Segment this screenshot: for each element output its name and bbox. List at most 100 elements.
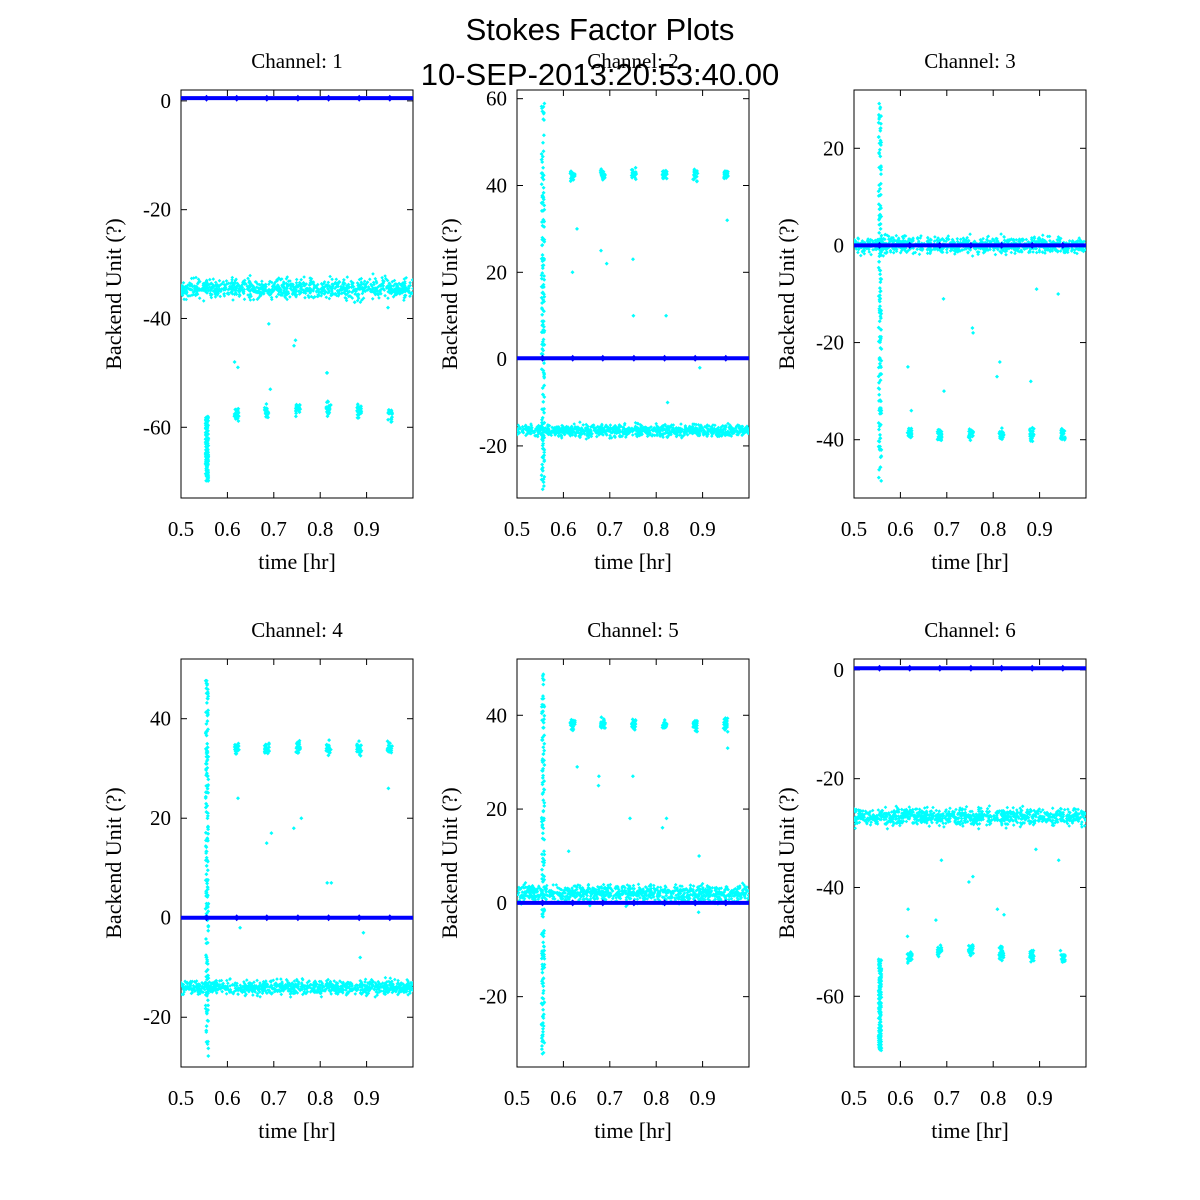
cyan-cluster	[568, 169, 577, 184]
y-tick-label: 20	[486, 797, 507, 821]
cyan-outlier-point	[238, 925, 243, 930]
subplot-channel-5: Channel: 5 time [hr] Backend Unit (?) 0.5 0.…	[437, 618, 750, 1143]
series-stokes-blue	[517, 354, 749, 362]
blue-marker	[692, 354, 699, 362]
cyan-outlier-point	[299, 816, 304, 821]
cyan-outlier-point	[697, 854, 702, 858]
y-tick-label: 0	[834, 233, 845, 257]
cyan-cluster	[629, 165, 638, 182]
x-tick-label: 0.6	[887, 517, 913, 541]
x-tick-label: 0.8	[643, 517, 669, 541]
x-tick-label: 0.6	[550, 517, 576, 541]
cyan-outlier-point	[995, 907, 1000, 912]
cyan-outlier-point	[575, 226, 579, 231]
cyan-outlier-point	[942, 389, 946, 394]
figure-subtitle-timestamp: 10-SEP-2013:20:53:40.00	[421, 57, 780, 92]
blue-marker	[203, 94, 210, 102]
blue-marker	[233, 94, 240, 102]
cyan-outlier-point	[325, 880, 330, 885]
cyan-cluster	[721, 716, 730, 734]
cyan-cluster	[598, 715, 608, 730]
series-stokes-blue	[181, 94, 413, 102]
y-tick-label: 0	[497, 347, 508, 371]
blue-marker	[569, 354, 576, 362]
y-tick-label: 40	[486, 173, 507, 197]
blue-marker	[936, 664, 943, 672]
subplot-title: Channel: 2	[587, 49, 679, 73]
y-axis-label: Backend Unit (?)	[774, 218, 799, 370]
blue-marker	[263, 914, 270, 922]
cyan-cluster	[966, 427, 976, 443]
y-tick-label: 0	[161, 89, 172, 113]
subplot-title: Channel: 1	[251, 49, 343, 73]
series-stokes-cyan	[181, 678, 413, 1058]
cyan-cluster	[232, 741, 241, 756]
cyan-outlier-point	[664, 313, 669, 318]
blue-marker	[998, 664, 1005, 672]
x-tick-label: 0.9	[689, 1086, 715, 1110]
cyan-outlier-point	[1034, 287, 1039, 292]
blue-marker	[569, 899, 576, 907]
cyan-cluster	[294, 738, 303, 755]
cyan-cluster	[386, 408, 395, 424]
cyan-outlier-point	[268, 387, 273, 392]
cyan-outlier-point	[575, 764, 580, 769]
blue-marker	[599, 354, 606, 362]
blue-marker	[386, 94, 393, 102]
y-tick-label: 20	[823, 136, 844, 160]
blue-marker	[203, 914, 210, 922]
cyan-cluster	[568, 717, 577, 733]
blue-marker	[630, 899, 637, 907]
cyan-cluster	[385, 739, 395, 755]
series-stokes-blue	[181, 914, 413, 922]
cyan-outlier-point	[1056, 858, 1061, 863]
y-tick-label: 40	[150, 707, 171, 731]
cyan-cluster	[324, 399, 333, 419]
cyan-spike	[876, 957, 884, 1053]
y-tick-label: 0	[497, 891, 508, 915]
cyan-cluster	[905, 950, 914, 965]
blue-marker	[967, 241, 974, 249]
y-tick-label: 60	[486, 87, 507, 111]
cyan-outlier-point	[970, 326, 975, 330]
y-axis-label: Backend Unit (?)	[101, 218, 126, 370]
cyan-outlier-point	[596, 783, 601, 788]
cyan-outlier-point	[596, 774, 601, 779]
series-stokes-blue	[854, 664, 1086, 672]
axes-frame	[516, 658, 750, 1068]
blue-marker	[661, 899, 668, 907]
cyan-spike	[876, 101, 884, 483]
cyan-dense-band	[517, 420, 749, 441]
cyan-outlier-point	[696, 910, 701, 915]
subplot-channel-3: Channel: 3 time [hr] Backend Unit (?) 0.5 0.…	[774, 49, 1087, 574]
series-stokes-cyan	[854, 101, 1086, 483]
cyan-spike	[203, 678, 211, 1058]
x-tick-label: 0.8	[643, 1086, 669, 1110]
cyan-outlier-point	[905, 364, 910, 369]
subplot-channel-1: Channel: 1 time [hr] Backend Unit (?) 0.5 0.…	[101, 49, 414, 574]
blue-marker	[539, 354, 546, 362]
cyan-outlier-point	[236, 796, 240, 801]
cyan-cluster	[629, 717, 638, 732]
x-axis-label: time [hr]	[594, 549, 672, 574]
cyan-cluster	[905, 426, 914, 440]
cyan-dense-band	[181, 272, 413, 304]
cyan-outlier-point	[971, 330, 976, 335]
cyan-outlier-point	[358, 955, 363, 960]
cyan-cluster	[232, 406, 241, 423]
y-tick-label: -20	[143, 1005, 171, 1029]
y-tick-label: -20	[816, 767, 844, 791]
x-tick-label: 0.7	[934, 1086, 960, 1110]
cyan-outlier-point	[604, 261, 609, 266]
cyan-outlier-point	[970, 874, 975, 879]
cyan-cluster	[262, 402, 271, 420]
cyan-cluster	[997, 944, 1006, 963]
cyan-outlier-point	[905, 934, 910, 939]
figure-title: Stokes Factor Plots	[466, 12, 735, 47]
x-tick-label: 0.6	[550, 1086, 576, 1110]
blue-marker	[1029, 664, 1036, 672]
blue-marker	[1059, 664, 1066, 672]
cyan-outlier-point	[264, 841, 269, 846]
y-tick-label: 20	[150, 806, 171, 830]
